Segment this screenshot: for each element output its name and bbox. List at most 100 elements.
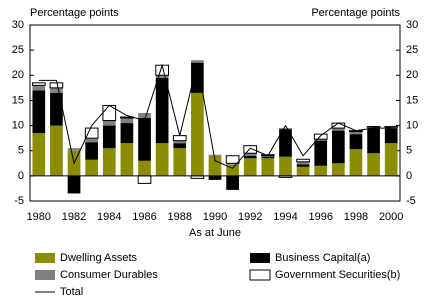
- bar-segment: [226, 164, 239, 176]
- bar-segment: [32, 133, 46, 176]
- bar-segment: [31, 82, 46, 86]
- bar-segment: [279, 156, 292, 176]
- x-axis-label: As at June: [189, 227, 241, 239]
- legend-label: Government Securities(b): [275, 269, 400, 281]
- bar-segment: [32, 90, 46, 134]
- bar-segment: [67, 148, 81, 151]
- y-tick-label-right: 5: [406, 145, 412, 157]
- y-tick-label-right: 30: [406, 19, 418, 31]
- bar-segment: [243, 153, 257, 156]
- bar-segment: [67, 175, 81, 194]
- bar-segment: [279, 128, 292, 130]
- bar-segment: [173, 143, 187, 149]
- bar-segment: [243, 145, 258, 154]
- y-tick-label-right: 15: [406, 94, 418, 106]
- bar-segment: [120, 118, 134, 124]
- bar-segment: [331, 128, 345, 131]
- y-axis-label-left: Percentage points: [30, 7, 119, 19]
- x-tick-label: 1998: [344, 211, 368, 223]
- x-tick-label: 1984: [97, 211, 121, 223]
- bar-segment: [261, 158, 275, 176]
- bar-segment: [367, 127, 380, 129]
- bar-segment: [138, 113, 151, 119]
- x-tick-label: 2000: [379, 211, 403, 223]
- y-axis-label-right: Percentage points: [311, 7, 400, 19]
- bar-segment: [225, 155, 240, 164]
- bar-segment: [296, 158, 310, 163]
- bar-segment: [279, 129, 292, 157]
- bar-segment: [49, 82, 64, 89]
- bar-segment: [331, 130, 345, 164]
- bar-segment: [331, 122, 346, 129]
- bar-segment: [155, 77, 169, 144]
- legend-swatch: [249, 269, 271, 281]
- x-tick-label: 1982: [62, 211, 86, 223]
- bar-segment: [155, 143, 169, 176]
- bar-segment: [208, 175, 222, 180]
- x-tick-label: 1980: [27, 211, 51, 223]
- bar-segment: [85, 138, 99, 143]
- legend-label: Consumer Durables: [60, 269, 158, 281]
- total-line: [38, 62, 392, 169]
- bar-segment: [102, 125, 116, 149]
- x-tick-label: 1986: [132, 211, 156, 223]
- bar-segment: [102, 120, 116, 126]
- x-tick-label: 1988: [168, 211, 192, 223]
- bar-segment: [349, 134, 363, 150]
- bar-segment: [138, 118, 151, 161]
- bar-segment: [208, 155, 222, 176]
- bar-segment: [349, 149, 363, 176]
- bar-segment: [120, 143, 134, 176]
- bar-segment: [384, 126, 399, 128]
- y-tick-label: 0: [18, 170, 24, 182]
- bar-segment: [85, 159, 99, 176]
- bar-segment: [296, 166, 310, 176]
- bar-segment: [191, 92, 204, 176]
- y-tick-label-right: 10: [406, 119, 418, 131]
- legend-swatch: [35, 253, 55, 263]
- y-tick-label-right: -5: [406, 195, 416, 207]
- x-tick-label: 1990: [203, 211, 227, 223]
- y-tick-label: -5: [14, 195, 24, 207]
- bar-segment: [120, 123, 134, 144]
- bar-segment: [349, 131, 363, 135]
- bar-segment: [296, 164, 310, 167]
- y-tick-label-right: 20: [406, 69, 418, 81]
- bar-segment: [191, 62, 204, 93]
- bar-segment: [261, 156, 275, 159]
- bar-segment: [226, 175, 239, 190]
- y-tick-label: 10: [12, 119, 24, 131]
- bar-segment: [384, 127, 398, 129]
- bar-segment: [50, 125, 63, 176]
- bar-segment: [313, 133, 328, 140]
- bar-segment: [191, 60, 204, 63]
- bar-segment: [50, 92, 63, 126]
- bar-segment: [50, 87, 63, 93]
- x-tick-label: 1996: [308, 211, 332, 223]
- bar-segment: [367, 128, 380, 154]
- y-tick-label: 5: [18, 145, 24, 157]
- bar-segment: [243, 155, 257, 159]
- legend-swatch: [35, 270, 55, 280]
- y-tick-label: 15: [12, 94, 24, 106]
- legend-label: Business Capital(a): [275, 252, 370, 264]
- bar-segment: [314, 165, 328, 176]
- bar-segment: [226, 163, 239, 165]
- bar-segment: [137, 175, 152, 184]
- bar-segment: [384, 143, 398, 176]
- bar-segment: [243, 158, 257, 176]
- y-tick-label-right: 0: [406, 170, 412, 182]
- y-tick-label: 20: [12, 69, 24, 81]
- plot-frame: [29, 24, 401, 202]
- bar-segment: [32, 85, 46, 91]
- x-tick-label: 1992: [238, 211, 262, 223]
- bar-segment: [172, 135, 187, 142]
- bar-segment: [84, 127, 99, 139]
- bar-segment: [102, 148, 116, 176]
- bar-segment: [85, 142, 99, 160]
- y-tick-label: 25: [12, 44, 24, 56]
- y-tick-label: 30: [12, 19, 24, 31]
- legend-label: Total: [60, 286, 83, 298]
- y-tick-label-right: 25: [406, 44, 418, 56]
